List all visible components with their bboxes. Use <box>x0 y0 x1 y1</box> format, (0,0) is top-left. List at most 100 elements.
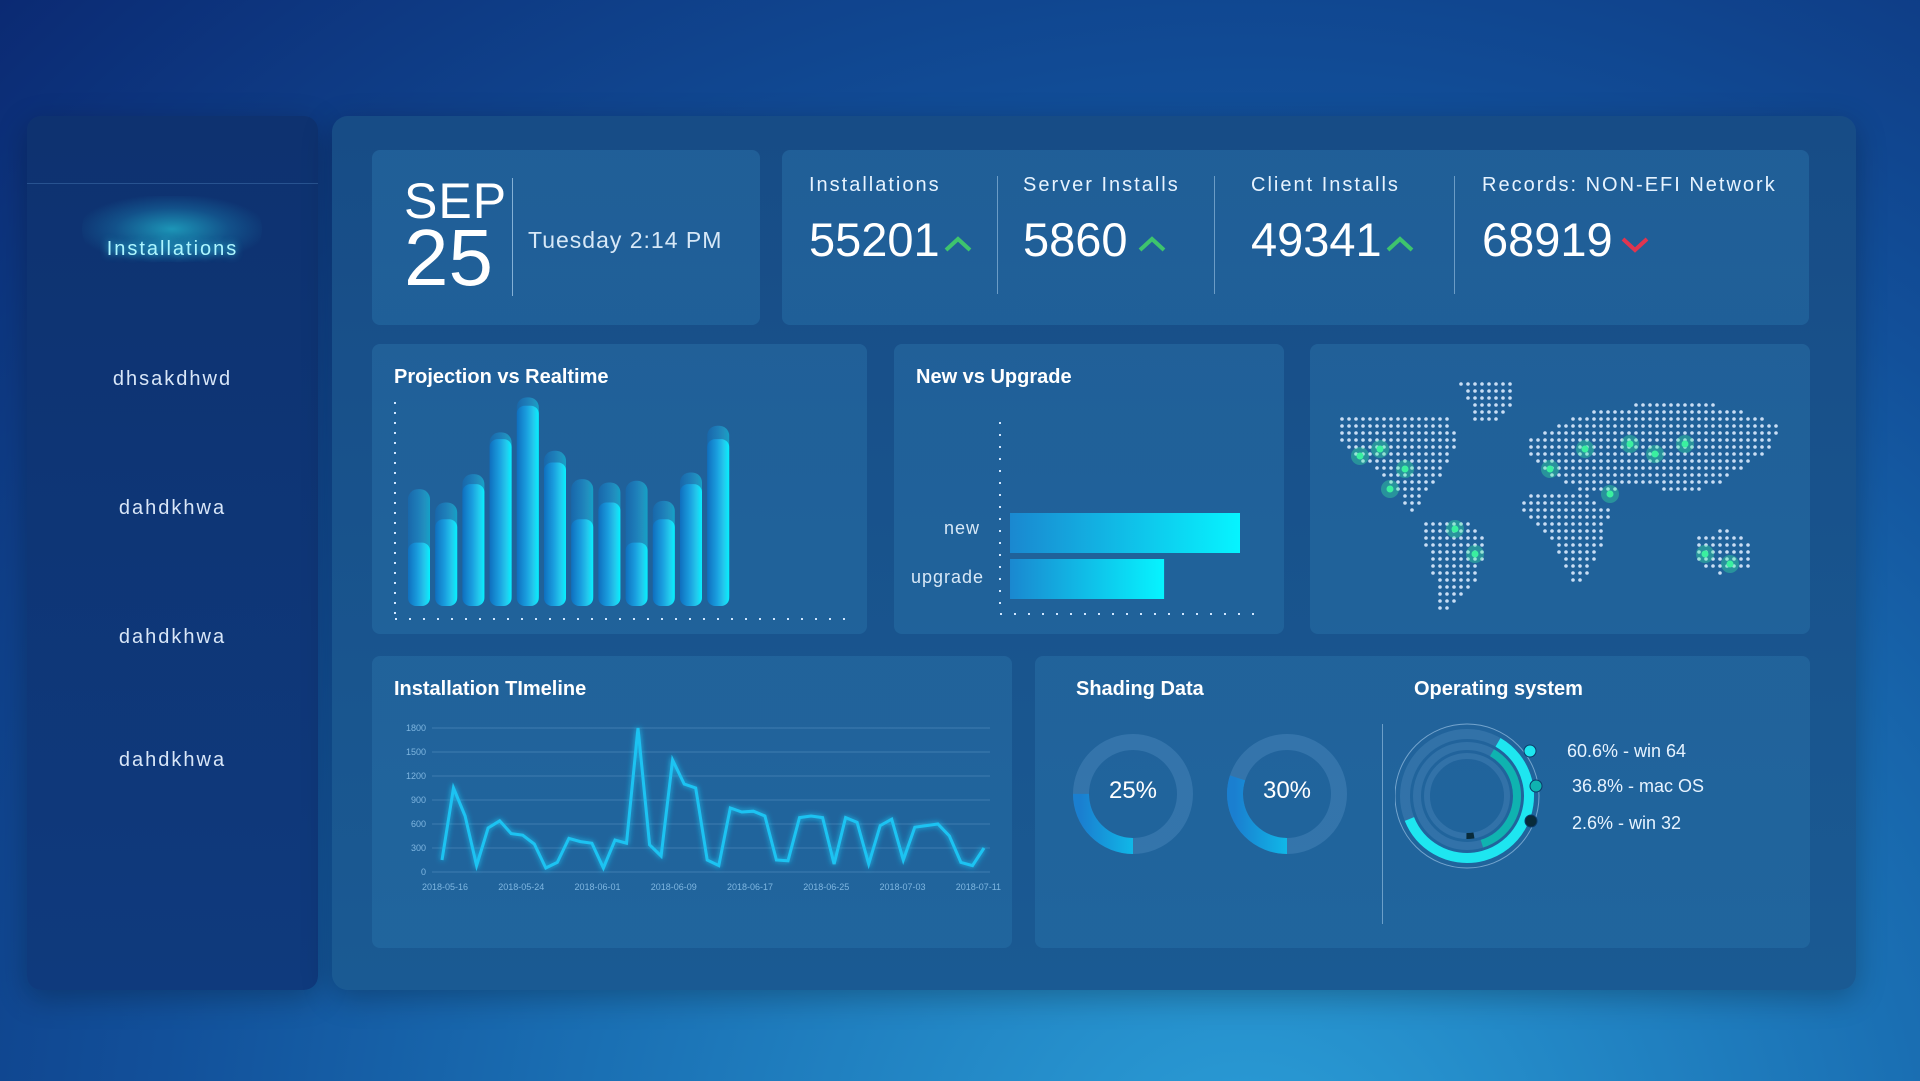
map-dot <box>1739 557 1743 561</box>
map-dot <box>1396 466 1400 470</box>
map-dot <box>1585 480 1589 484</box>
map-dot <box>1599 543 1603 547</box>
map-dot <box>1711 543 1715 547</box>
map-dot <box>1676 417 1680 421</box>
map-dot <box>1753 438 1757 442</box>
map-dot <box>1466 585 1470 589</box>
map-dot <box>1669 445 1673 449</box>
map-dot <box>1641 417 1645 421</box>
map-dot <box>1410 487 1414 491</box>
map-dot <box>1718 564 1722 568</box>
shading-title: Shading Data <box>1076 678 1204 700</box>
map-dot <box>1746 431 1750 435</box>
map-dot <box>1641 480 1645 484</box>
map-hotspot <box>1726 560 1734 568</box>
map-dot <box>1704 431 1708 435</box>
projection-bar-realtime <box>489 439 512 606</box>
map-dot <box>1445 445 1449 449</box>
map-dot <box>1669 480 1673 484</box>
map-dot <box>1641 403 1645 407</box>
map-dot <box>1746 445 1750 449</box>
sidebar-item-dahdkhwa-3[interactable]: dahdkhwa <box>118 749 227 771</box>
map-dot <box>1459 592 1463 596</box>
map-dot <box>1508 403 1512 407</box>
map-dot <box>1431 452 1435 456</box>
map-dot <box>1473 417 1477 421</box>
map-dot <box>1417 459 1421 463</box>
map-dot <box>1585 557 1589 561</box>
map-dot <box>1480 403 1484 407</box>
map-dot <box>1606 459 1610 463</box>
projection-bar-realtime <box>435 519 458 606</box>
map-dot <box>1655 417 1659 421</box>
map-dot <box>1704 445 1708 449</box>
map-dot <box>1445 417 1449 421</box>
map-dot <box>1445 578 1449 582</box>
map-dot <box>1389 480 1393 484</box>
map-dot <box>1424 431 1428 435</box>
sidebar-item-dahdkhwa-2[interactable]: dahdkhwa <box>118 626 227 648</box>
map-dot <box>1550 431 1554 435</box>
map-dot <box>1564 466 1568 470</box>
map-dot <box>1417 473 1421 477</box>
map-dot <box>1452 571 1456 575</box>
map-dot <box>1494 396 1498 400</box>
map-hotspot <box>1451 525 1459 533</box>
map-dot <box>1571 424 1575 428</box>
map-dot <box>1578 431 1582 435</box>
map-dot <box>1564 536 1568 540</box>
map-dot <box>1445 522 1449 526</box>
map-hotspot <box>1546 465 1554 473</box>
map-dot <box>1704 536 1708 540</box>
map-dot <box>1725 543 1729 547</box>
sidebar-item-installations[interactable]: Installations <box>106 238 239 260</box>
map-dot <box>1403 473 1407 477</box>
map-dot <box>1711 550 1715 554</box>
map-dot <box>1564 473 1568 477</box>
map-dot <box>1753 417 1757 421</box>
map-dot <box>1697 473 1701 477</box>
map-dot <box>1599 515 1603 519</box>
map-dot <box>1410 445 1414 449</box>
map-dot <box>1634 431 1638 435</box>
os-outer-ring <box>1395 723 1540 869</box>
map-dot <box>1403 438 1407 442</box>
map-dot <box>1711 459 1715 463</box>
map-dot <box>1487 389 1491 393</box>
map-dot <box>1340 424 1344 428</box>
map-dot <box>1627 480 1631 484</box>
map-dot <box>1375 438 1379 442</box>
map-dot <box>1655 459 1659 463</box>
map-dot <box>1578 452 1582 456</box>
map-dot <box>1473 557 1477 561</box>
map-dot <box>1368 424 1372 428</box>
projection-bar-realtime <box>571 519 594 606</box>
map-dot <box>1501 396 1505 400</box>
sidebar-item-dahdkhwa-1[interactable]: dahdkhwa <box>118 497 227 519</box>
map-dot <box>1578 529 1582 533</box>
map-dot <box>1543 438 1547 442</box>
map-dot <box>1739 452 1743 456</box>
map-dot <box>1592 417 1596 421</box>
map-dot <box>1473 382 1477 386</box>
map-dot <box>1445 536 1449 540</box>
map-dot <box>1459 543 1463 547</box>
timeline-y-tick: 300 <box>411 843 426 853</box>
map-dot <box>1564 494 1568 498</box>
map-dot <box>1480 417 1484 421</box>
map-dot <box>1445 599 1449 603</box>
map-dot <box>1711 431 1715 435</box>
map-dot <box>1452 431 1456 435</box>
map-dot <box>1571 536 1575 540</box>
map-dot <box>1375 431 1379 435</box>
map-dot <box>1690 452 1694 456</box>
map-dot <box>1424 536 1428 540</box>
map-dot <box>1403 424 1407 428</box>
sidebar-item-dhsakdhwd[interactable]: dhsakdhwd <box>112 368 233 390</box>
date-divider <box>512 178 513 296</box>
map-dot <box>1438 431 1442 435</box>
map-dot <box>1375 466 1379 470</box>
map-dot <box>1459 522 1463 526</box>
map-dot <box>1655 424 1659 428</box>
map-dot <box>1739 424 1743 428</box>
